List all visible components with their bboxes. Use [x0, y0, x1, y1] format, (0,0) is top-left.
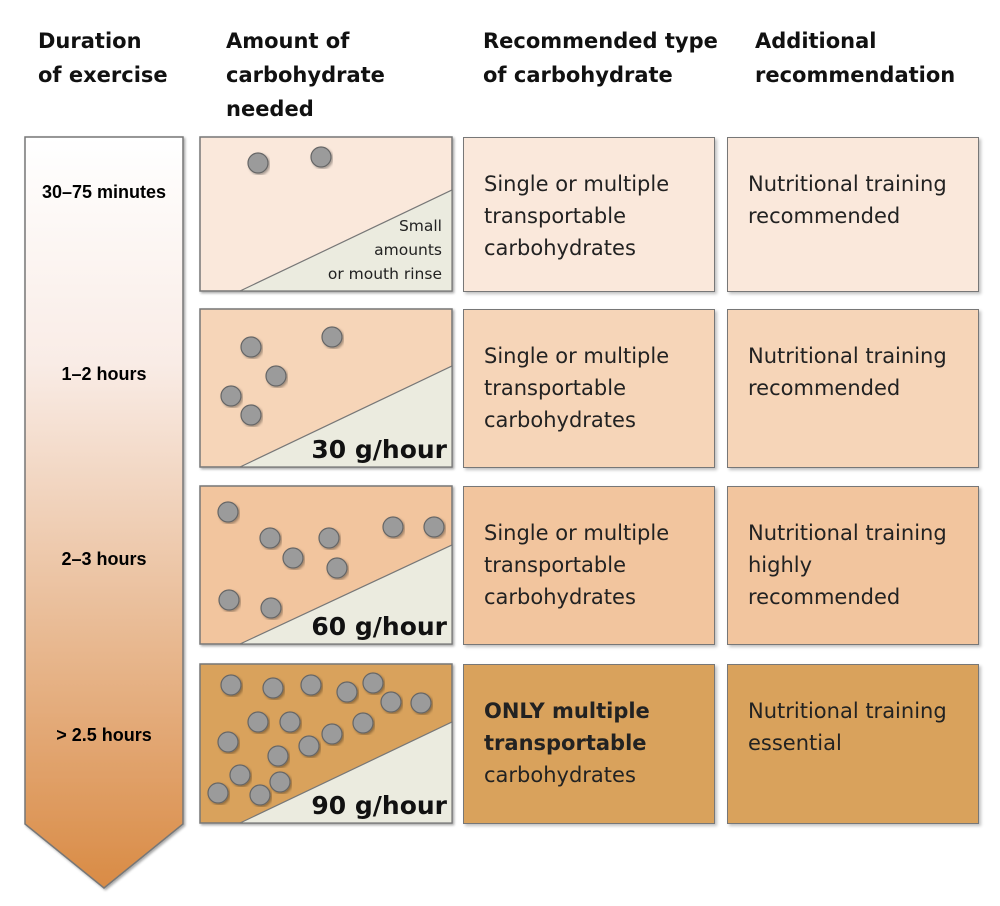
type-cell-1: Single or multiple transportable carbohy…: [463, 137, 715, 292]
carbohydrate-particle: [300, 674, 322, 696]
header-duration: Duration of exercise: [38, 29, 168, 87]
amount-note: amounts: [374, 241, 442, 259]
carbohydrate-particle: [217, 501, 239, 523]
carbohydrate-particle: [321, 326, 343, 348]
carbohydrate-particle: [217, 731, 239, 753]
amount-note: or mouth rinse: [328, 265, 442, 283]
carbohydrate-particle: [352, 712, 374, 734]
amount-note: Small: [399, 217, 442, 235]
carbohydrate-particle: [267, 745, 289, 767]
type-text: Single or multiple transportable carbohy…: [484, 521, 670, 609]
duration-label: > 2.5 hours: [56, 725, 152, 745]
carbohydrate-particle: [247, 711, 269, 733]
type-cell-2: Single or multiple transportable carbohy…: [463, 309, 715, 468]
additional-cell-4: Nutritional training essential: [727, 664, 979, 824]
duration-label: 1–2 hours: [61, 364, 146, 384]
duration-label: 30–75 minutes: [42, 182, 166, 202]
carbohydrate-particle: [282, 547, 304, 569]
carbohydrate-particle: [262, 677, 284, 699]
type-text: Single or multiple transportable carbohy…: [484, 344, 670, 432]
carbohydrate-particle: [240, 404, 262, 426]
type-text: carbohydrates: [484, 763, 636, 787]
amount-cell-1: Small amounts or mouth rinse: [199, 136, 453, 292]
carbohydrate-particle: [265, 365, 287, 387]
amount-value: 90 g/hour: [311, 791, 447, 820]
carbohydrate-particle: [279, 711, 301, 733]
carbohydrate-particle: [229, 764, 251, 786]
carbohydrate-particle: [410, 692, 432, 714]
carbohydrate-particle: [326, 557, 348, 579]
carbohydrate-particle: [260, 597, 282, 619]
carbohydrate-particle: [269, 771, 291, 793]
carbohydrate-particle: [220, 385, 242, 407]
additional-cell-1: Nutritional training recommended: [727, 137, 979, 292]
amount-value: 60 g/hour: [311, 612, 447, 641]
header-type: Recommended type of carbohydrate: [483, 29, 718, 87]
carbohydrate-particle: [259, 527, 281, 549]
carbohydrate-particle: [247, 152, 269, 174]
carbohydrate-particle: [362, 672, 384, 694]
header-amount: Amount of carbohydrate needed: [226, 29, 385, 121]
carbohydrate-particle: [310, 146, 332, 168]
amount-value: 30 g/hour: [311, 435, 447, 464]
additional-text: Nutritional training recommended: [748, 172, 947, 228]
amount-cell-3: 60 g/hour: [199, 485, 453, 645]
amount-cell-4: 90 g/hour: [199, 663, 453, 824]
carbohydrate-particle: [423, 516, 445, 538]
type-cell-4: ONLY multiple transportable carbohydrate…: [463, 664, 715, 824]
carbohydrate-particle: [318, 527, 340, 549]
type-cell-3: Single or multiple transportable carbohy…: [463, 486, 715, 645]
amount-wedge: [239, 721, 453, 824]
amount-cell-2: 30 g/hour: [199, 308, 453, 468]
additional-text: Nutritional training essential: [748, 699, 947, 755]
amount-wedge: [239, 544, 453, 645]
additional-text: Nutritional training recommended: [748, 344, 947, 400]
type-text: Single or multiple transportable carbohy…: [484, 172, 670, 260]
carbohydrate-particle: [249, 784, 271, 806]
additional-cell-2: Nutritional training recommended: [727, 309, 979, 468]
carbohydrate-particle: [382, 516, 404, 538]
carbohydrate-particle: [220, 674, 242, 696]
carbohydrate-particle: [240, 336, 262, 358]
duration-label: 2–3 hours: [61, 549, 146, 569]
carbohydrate-particle: [336, 681, 358, 703]
carbohydrate-particle: [298, 735, 320, 757]
header-additional: Additional recommendation: [755, 29, 956, 87]
carbohydrate-particle: [321, 723, 343, 745]
duration-arrow: [24, 136, 184, 889]
type-bold-text: ONLY multiple transportable: [484, 699, 650, 755]
amount-wedge: [239, 189, 453, 292]
carbohydrate-particle: [218, 589, 240, 611]
amount-wedge: [239, 365, 453, 468]
additional-cell-3: Nutritional training highly recommended: [727, 486, 979, 645]
additional-text: Nutritional training highly recommended: [748, 521, 947, 609]
carbohydrate-particle: [380, 691, 402, 713]
carbohydrate-particle: [207, 782, 229, 804]
